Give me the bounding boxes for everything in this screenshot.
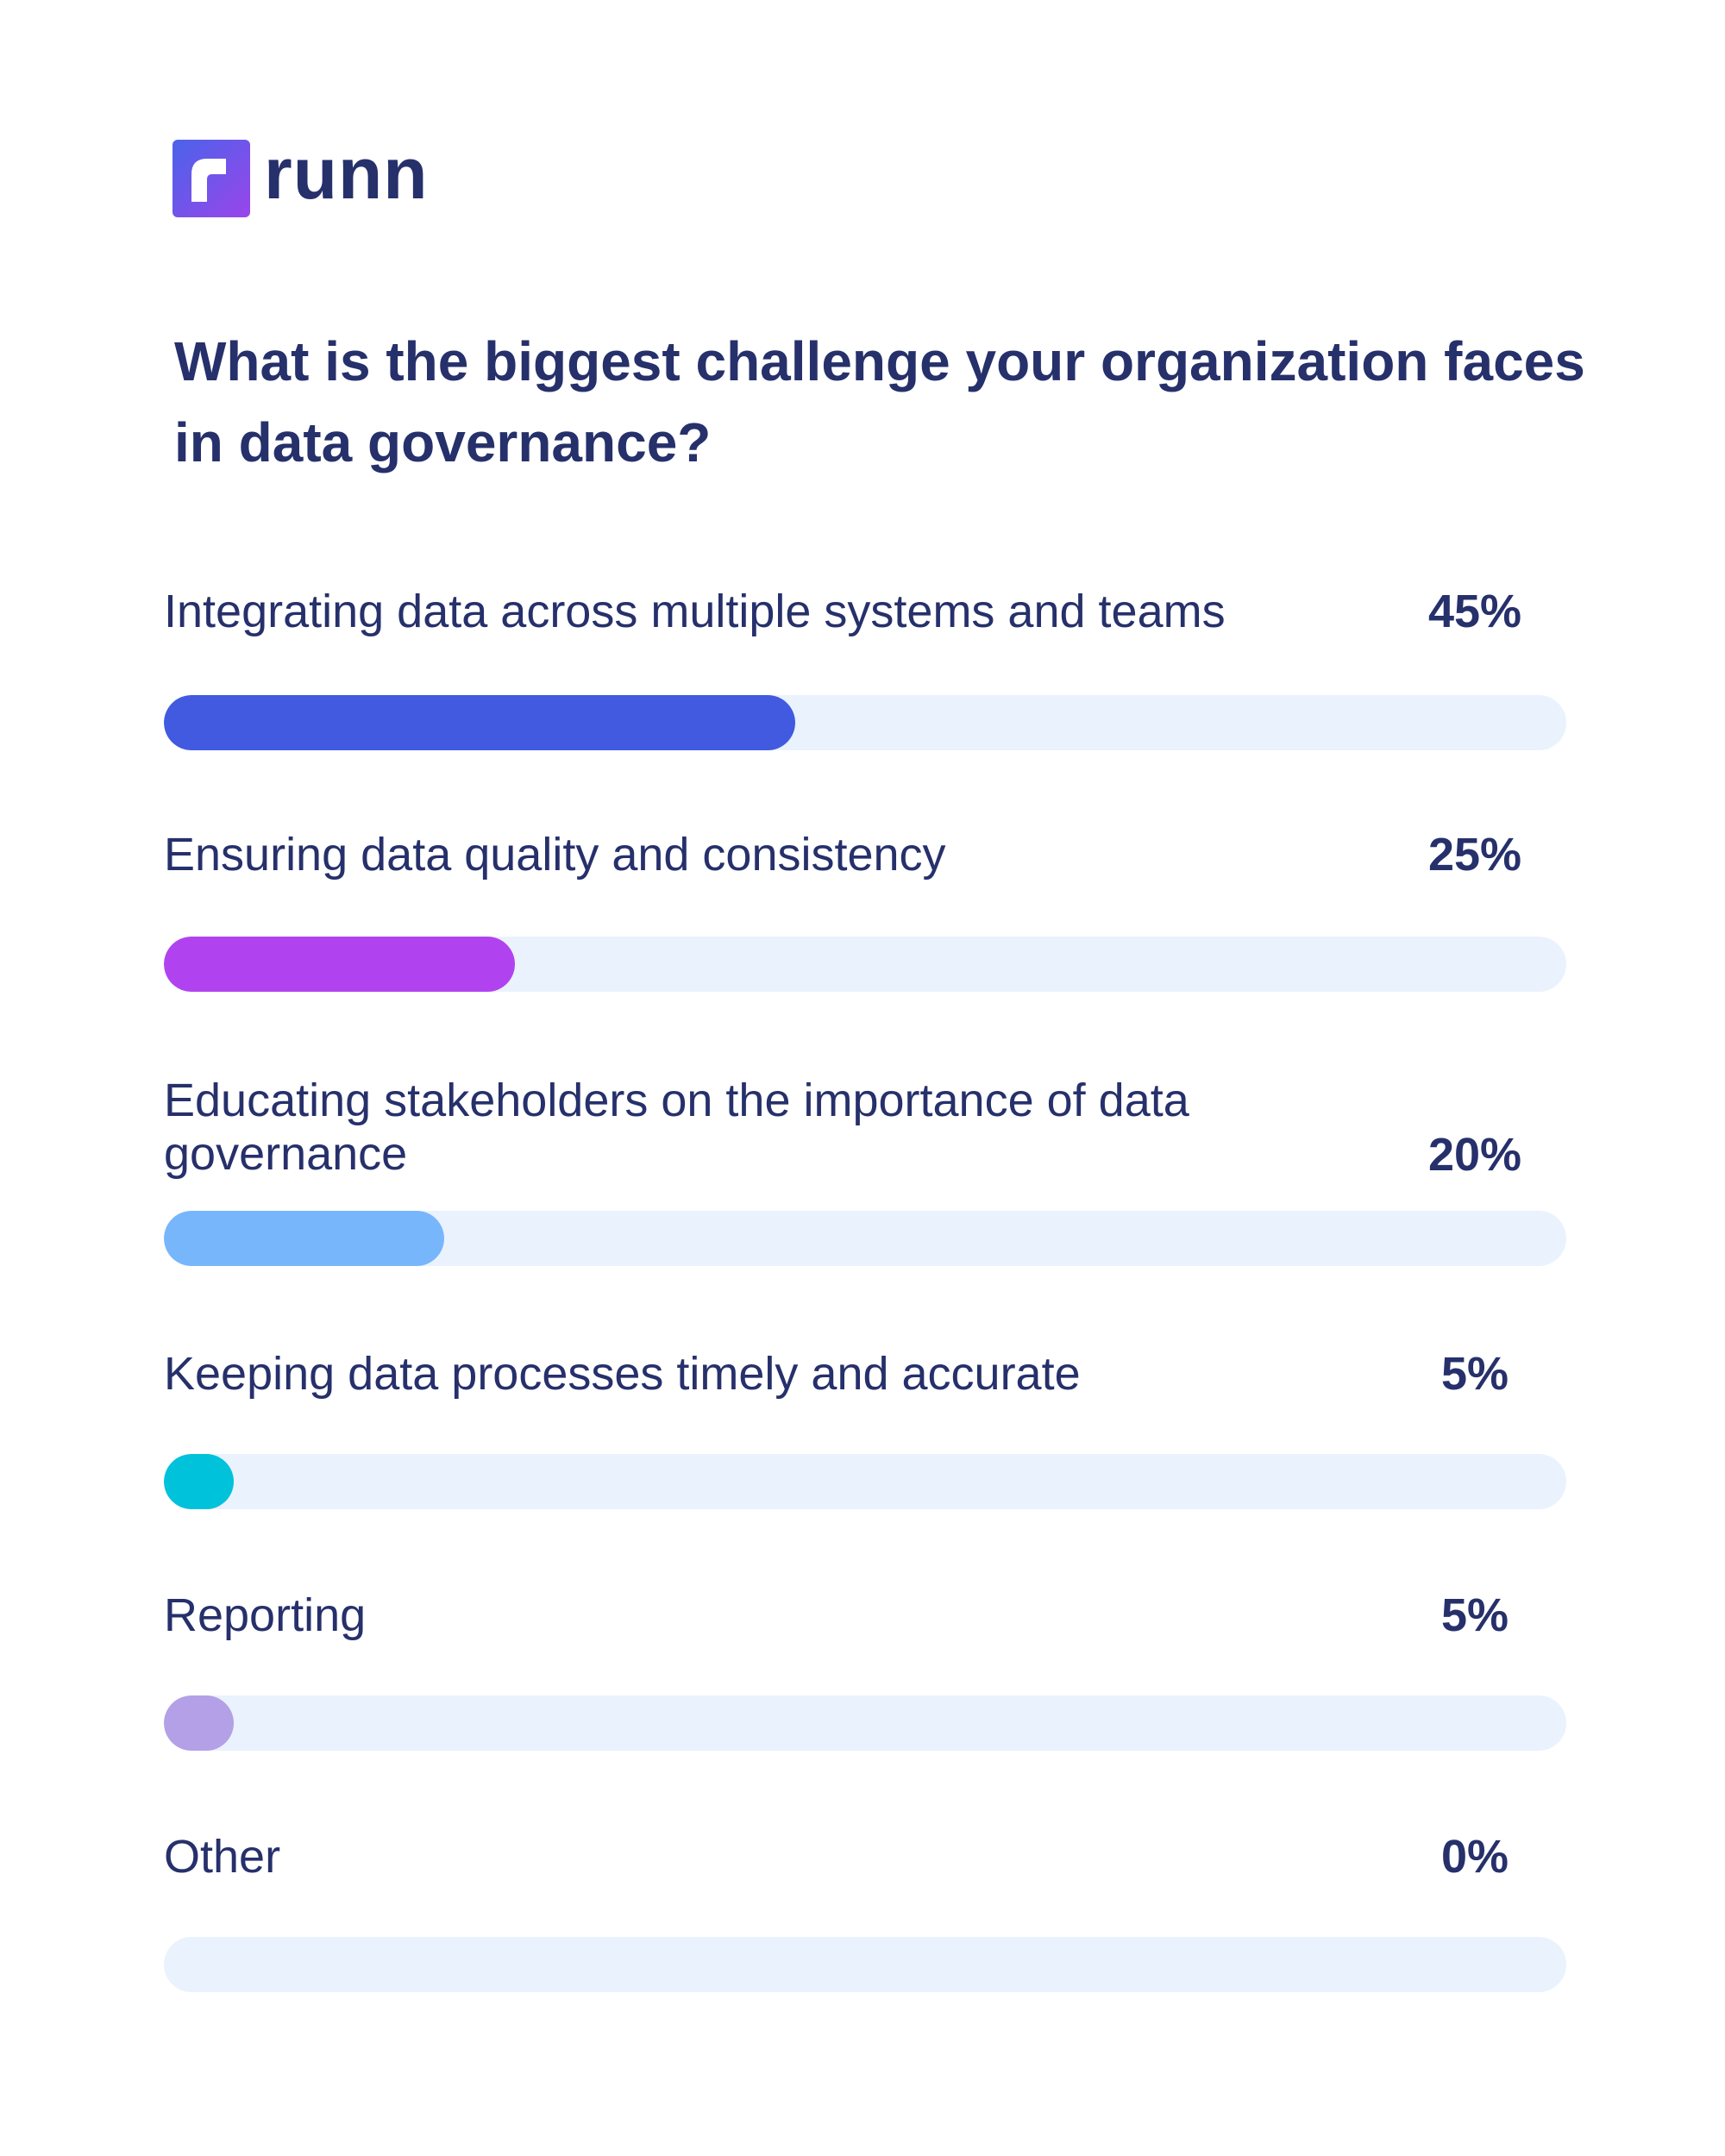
bar-track: [164, 1454, 1566, 1509]
bar-value-label: 5%: [1440, 1348, 1509, 1400]
bar-category-label: Reporting: [164, 1589, 367, 1641]
bar-fill: [164, 1695, 235, 1751]
bar-fill: [164, 1454, 235, 1509]
bar-track: [164, 695, 1566, 750]
bar-track: [164, 937, 1566, 992]
bar-value-label: 45%: [1427, 586, 1522, 637]
bar-fill: [164, 1211, 445, 1266]
bar-category-label: Ensuring data quality and consistency: [164, 829, 946, 881]
bar-value-label: 20%: [1427, 1129, 1522, 1181]
bar-category-label: Keeping data processes timely and accura…: [164, 1348, 1081, 1400]
bar-value-label: 5%: [1440, 1589, 1509, 1641]
bar-category-label: Other: [164, 1831, 281, 1883]
bar-track: [164, 1211, 1566, 1266]
bar-fill: [164, 937, 515, 992]
bar-track: [164, 1695, 1566, 1751]
bar-track: [164, 1937, 1566, 1992]
bar-fill: [164, 695, 795, 750]
bar-value-label: 25%: [1427, 829, 1522, 881]
runn-logo-icon: [172, 140, 250, 217]
bar-category-label: Educating stakeholders on the importance…: [164, 1075, 1189, 1180]
brand-name: runn: [264, 133, 429, 214]
brand-logo: runn: [172, 135, 429, 217]
chart-title: What is the biggest challenge your organ…: [174, 330, 1585, 473]
bar-value-label: 0%: [1440, 1831, 1509, 1883]
bar-category-label: Integrating data across multiple systems…: [164, 586, 1226, 637]
